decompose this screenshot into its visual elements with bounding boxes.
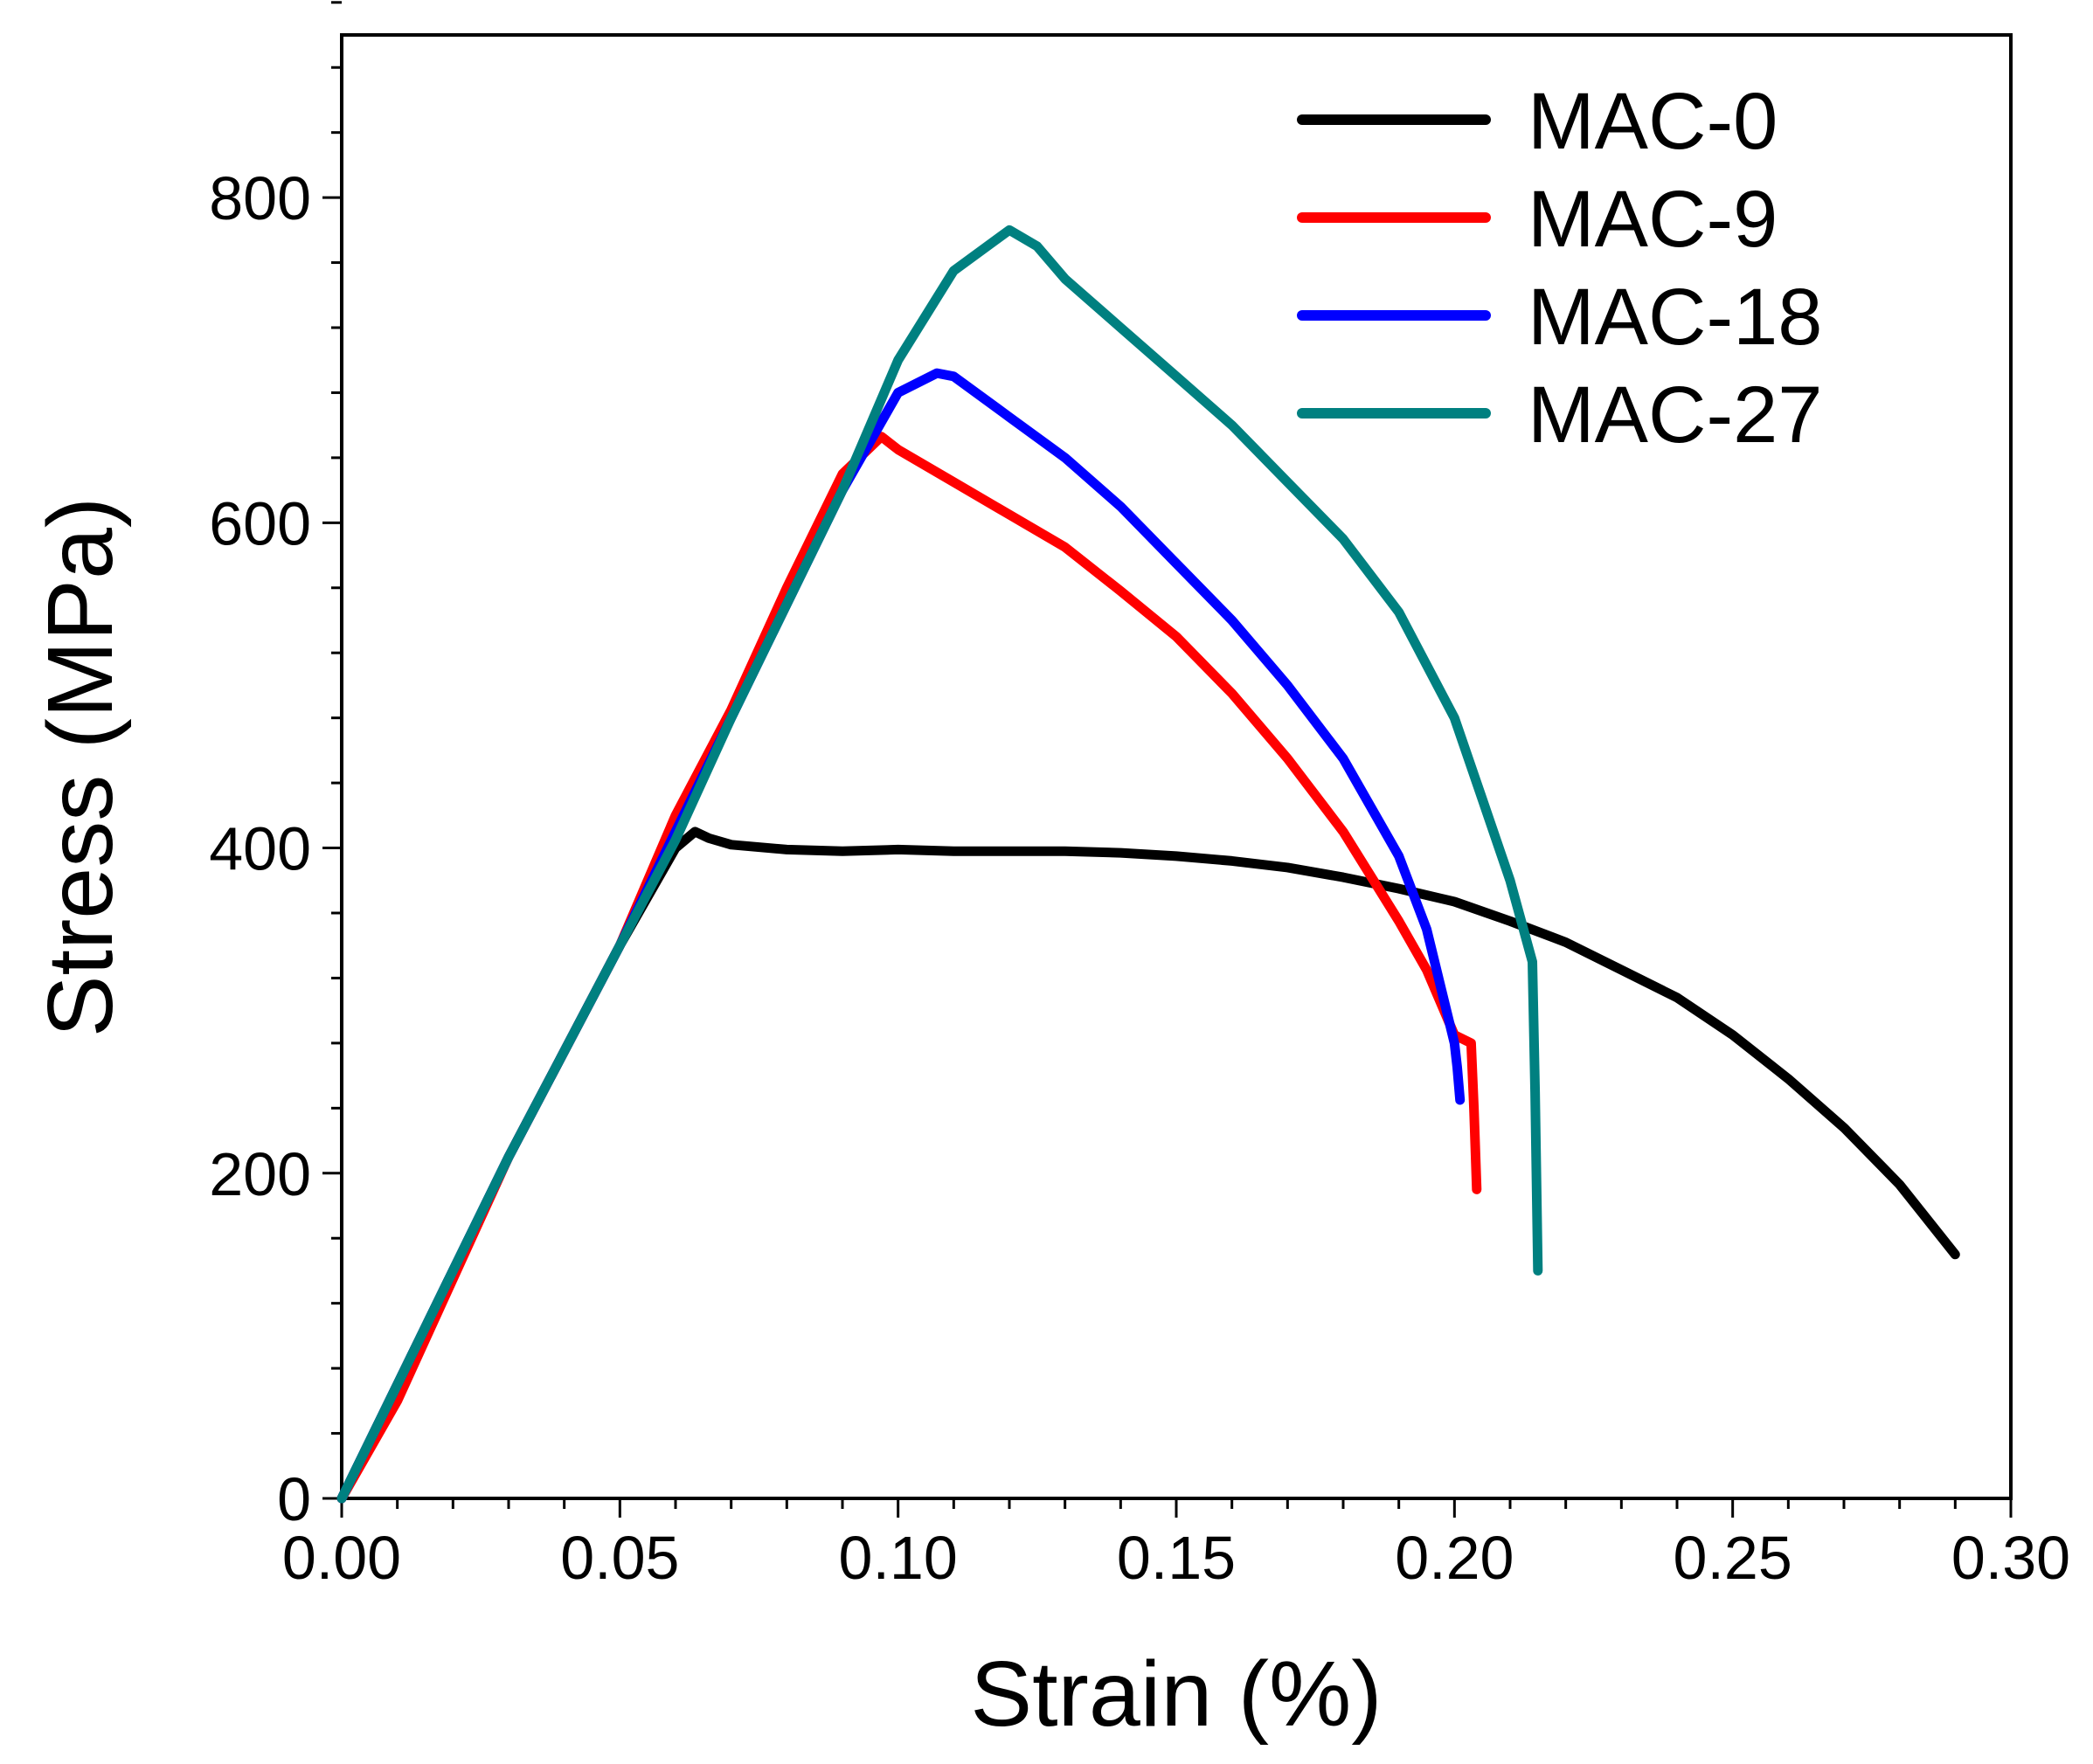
series-line-mac-9 [336,432,1482,1504]
y-tick-label: 800 [209,164,311,232]
y-tick-label: 200 [209,1140,311,1208]
x-tick-label: 0.30 [1951,1524,2070,1592]
legend-label-mac-27: MAC-27 [1528,370,1822,460]
series-line-mac-18 [336,368,1466,1504]
x-tick-label: 0.05 [560,1524,679,1592]
x-tick-label: 0.25 [1674,1524,1792,1592]
y-tick-label: 600 [209,489,311,557]
legend-label-mac-18: MAC-18 [1528,273,1822,362]
x-tick-label: 0.15 [1117,1524,1236,1592]
x-tick-label: 0.10 [839,1524,958,1592]
legend-label-mac-9: MAC-9 [1528,175,1778,264]
x-axis-title: Strain (%) [970,1643,1382,1746]
y-tick-label: 400 [209,815,311,883]
y-axis-ticks: 0 200 400 600 800 [209,1,342,1533]
legend-label-mac-0: MAC-0 [1528,77,1778,166]
y-axis-title: Stress (MPa) [29,497,132,1037]
series-lines [336,225,1960,1504]
series-line-mac-27 [336,225,1543,1504]
series-line-mac-0 [336,827,1960,1504]
y-tick-label: 0 [277,1465,311,1533]
x-tick-label: 0.00 [282,1524,401,1592]
x-tick-label: 0.20 [1395,1524,1514,1592]
x-axis-ticks: 0.00 0.05 0.10 0.15 0.20 0.25 0.30 [282,1498,2070,1592]
